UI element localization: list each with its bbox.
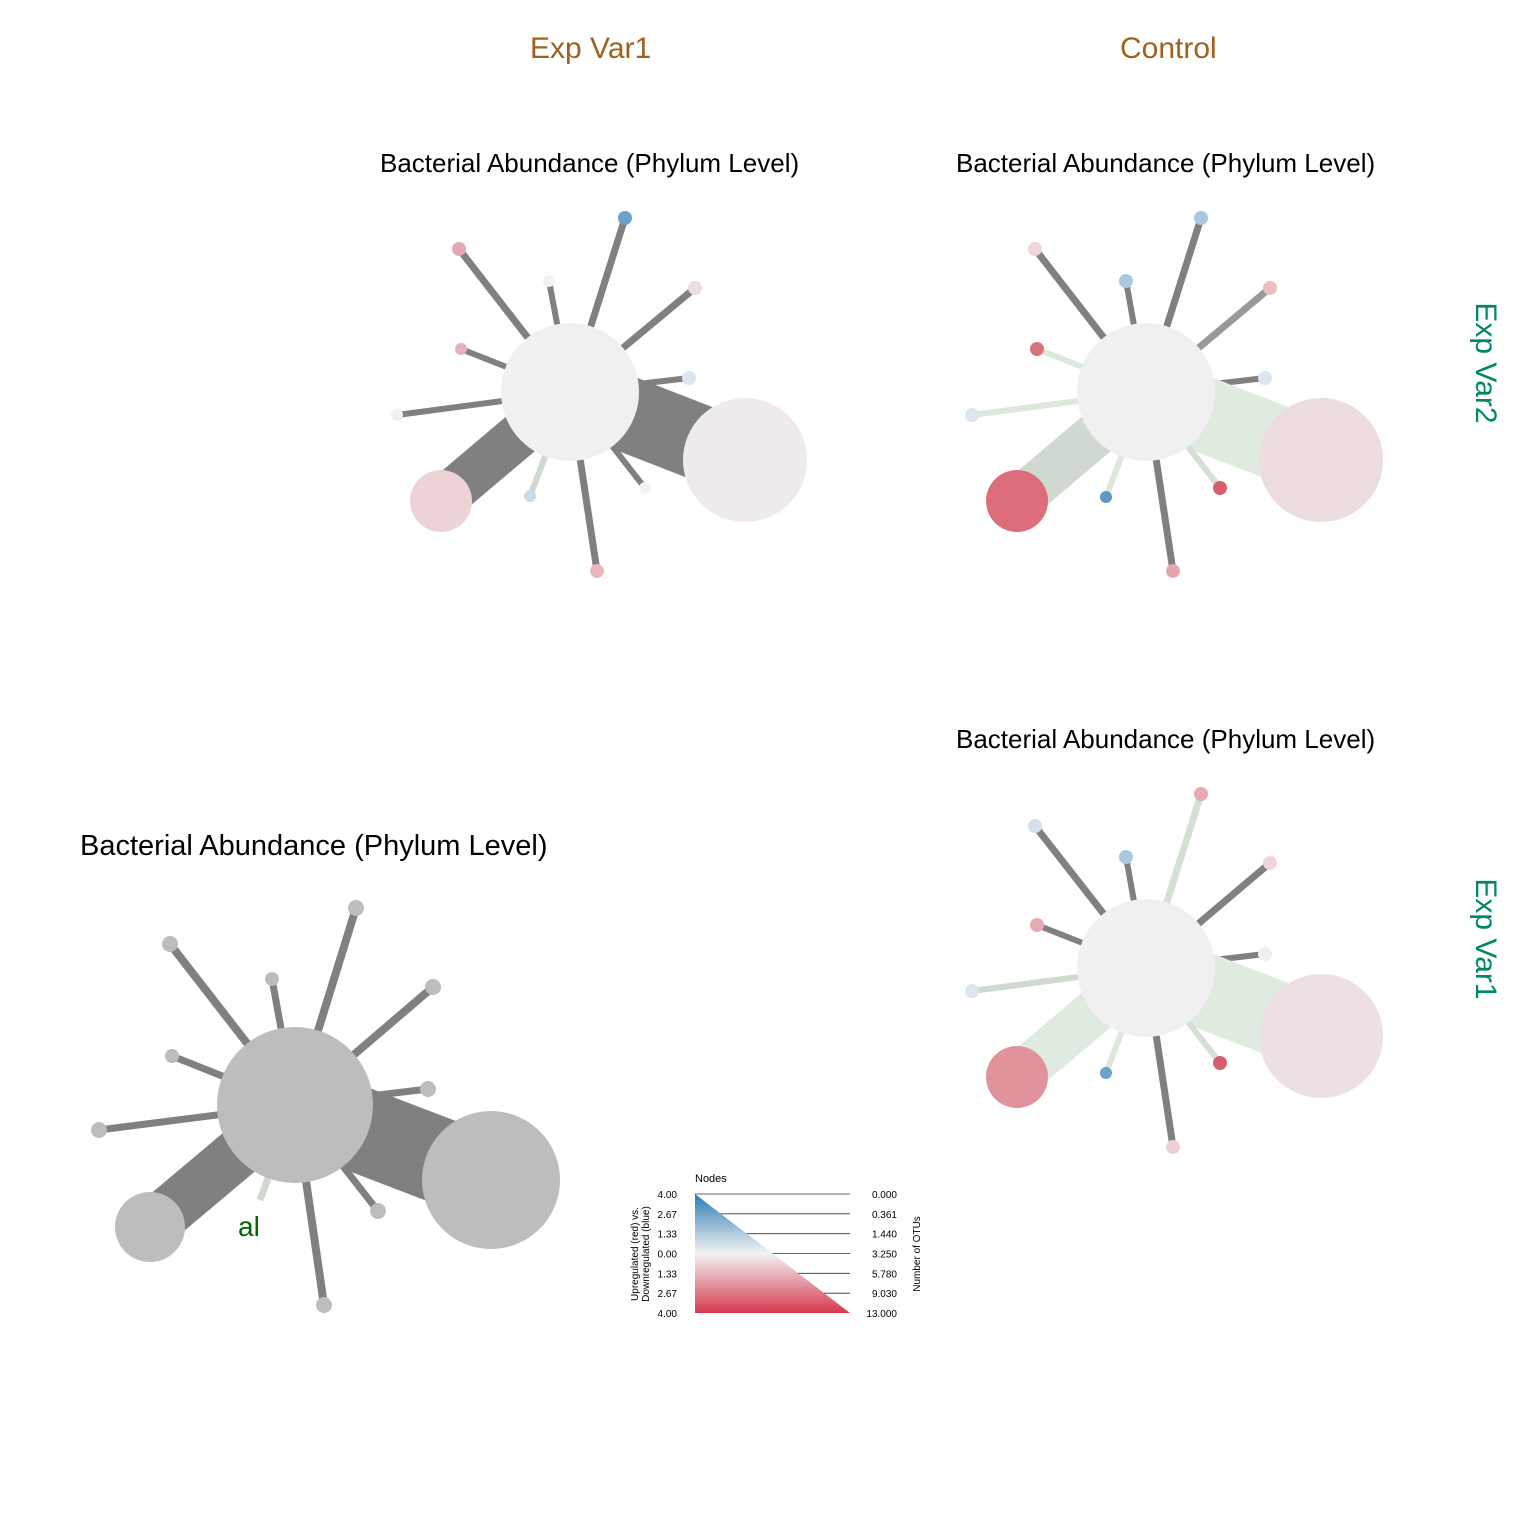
node-bluegrey-tl bbox=[1028, 819, 1042, 833]
node-bluegrey-r bbox=[1258, 371, 1272, 385]
node-pink-tl bbox=[1028, 242, 1042, 256]
legend-title: Nodes bbox=[695, 1173, 727, 1185]
node-blue-b bbox=[1100, 1067, 1112, 1079]
network-bottom-right bbox=[965, 787, 1383, 1154]
center-node bbox=[501, 323, 639, 461]
node-r bbox=[420, 1081, 436, 1097]
legend-left-axis-label-line1: Upregulated (red) vs. bbox=[630, 1207, 641, 1301]
panel-title-top-left: Bacterial Abundance (Phylum Level) bbox=[380, 148, 800, 178]
node-pink-b bbox=[1166, 564, 1180, 578]
node-pink-tr bbox=[688, 281, 702, 295]
legend-left-tick: 1.33 bbox=[658, 1269, 678, 1280]
node-white-top bbox=[543, 275, 555, 287]
column-label-control: Control bbox=[1120, 32, 1217, 65]
node-large-l bbox=[410, 470, 472, 532]
node-white-r bbox=[1258, 947, 1272, 961]
node-pink-b bbox=[1166, 1140, 1180, 1154]
node-large-r bbox=[422, 1111, 560, 1249]
legend-left-tick: 4.00 bbox=[658, 1309, 678, 1320]
node-bluegrey-r bbox=[682, 371, 696, 385]
node-white-l bbox=[965, 408, 979, 422]
network-top-right bbox=[965, 211, 1383, 578]
legend-size-lines bbox=[695, 1193, 850, 1294]
center-node bbox=[1077, 323, 1215, 461]
network-top-left bbox=[391, 211, 807, 578]
legend-right-tick: 5.780 bbox=[872, 1269, 897, 1280]
node-blue-top bbox=[1194, 211, 1208, 225]
node-large-r bbox=[1259, 398, 1383, 522]
node-l bbox=[165, 1049, 179, 1063]
panel-title-bottom-right: Bacterial Abundance (Phylum Level) bbox=[956, 724, 1376, 754]
center-node bbox=[1077, 899, 1215, 1037]
legend-right-axis-label: Number of OTUs bbox=[912, 1216, 923, 1292]
node-label: al bbox=[238, 1211, 260, 1242]
panel-title-top-right: Bacterial Abundance (Phylum Level) bbox=[956, 148, 1376, 178]
node-pink-tl bbox=[452, 242, 466, 256]
node-b bbox=[316, 1297, 332, 1313]
node-lightblue-b bbox=[524, 490, 536, 502]
node-red-l bbox=[1030, 342, 1044, 356]
node-tl bbox=[162, 936, 178, 952]
legend-right-tick: 0.000 bbox=[872, 1190, 897, 1201]
legend-left-tick: 1.33 bbox=[658, 1230, 678, 1241]
node-large-l bbox=[986, 1046, 1048, 1108]
legend-left-ticks: 4.00 2.67 1.33 0.00 1.33 2.67 4.00 bbox=[658, 1190, 678, 1320]
legend-right-tick: 13.000 bbox=[866, 1309, 897, 1320]
node-pink-tr bbox=[1263, 281, 1277, 295]
legend-right-tick: 9.030 bbox=[872, 1289, 897, 1300]
center-node bbox=[217, 1027, 373, 1183]
node-blue-top bbox=[618, 211, 632, 225]
legend-left-axis-label-line2: Downregulated (blue) bbox=[641, 1206, 652, 1302]
node-pink-l bbox=[455, 343, 467, 355]
column-label-exp-var1: Exp Var1 bbox=[530, 32, 652, 65]
legend-left-tick: 0.00 bbox=[658, 1250, 678, 1261]
network-bottom-left: al bbox=[91, 900, 560, 1313]
node-pink-tr bbox=[1263, 856, 1277, 870]
node-top-mid bbox=[265, 972, 279, 986]
node-pink-b bbox=[590, 564, 604, 578]
node-white-l bbox=[965, 984, 979, 998]
legend-right-ticks: 0.000 0.361 1.440 3.250 5.780 9.030 13.000 bbox=[866, 1190, 897, 1320]
legend-left-tick: 4.00 bbox=[658, 1190, 678, 1201]
node-br bbox=[370, 1203, 386, 1219]
panel-title-bottom-left: Bacterial Abundance (Phylum Level) bbox=[80, 830, 548, 862]
node-large-l bbox=[115, 1192, 185, 1262]
legend-right-tick: 0.361 bbox=[872, 1210, 897, 1221]
node-white-br bbox=[639, 482, 651, 494]
node-tr bbox=[425, 979, 441, 995]
legend-right-tick: 1.440 bbox=[872, 1230, 897, 1241]
node-blue-mid bbox=[1119, 850, 1133, 864]
node-pink-top bbox=[1194, 787, 1208, 801]
legend-right-tick: 3.250 bbox=[872, 1250, 897, 1261]
node-red-br bbox=[1213, 1056, 1227, 1070]
legend-left-tick: 2.67 bbox=[658, 1289, 678, 1300]
node-blue-b bbox=[1100, 491, 1112, 503]
node-red-br bbox=[1213, 481, 1227, 495]
node-top bbox=[348, 900, 364, 916]
node-large-r bbox=[683, 398, 807, 522]
legend-left-tick: 2.67 bbox=[658, 1210, 678, 1221]
node-pink-l bbox=[1030, 918, 1044, 932]
node-blue-mid bbox=[1119, 274, 1133, 288]
node-white-l bbox=[391, 409, 403, 421]
node-large-l bbox=[986, 470, 1048, 532]
node-far-l bbox=[91, 1122, 107, 1138]
node-large-r bbox=[1259, 974, 1383, 1098]
